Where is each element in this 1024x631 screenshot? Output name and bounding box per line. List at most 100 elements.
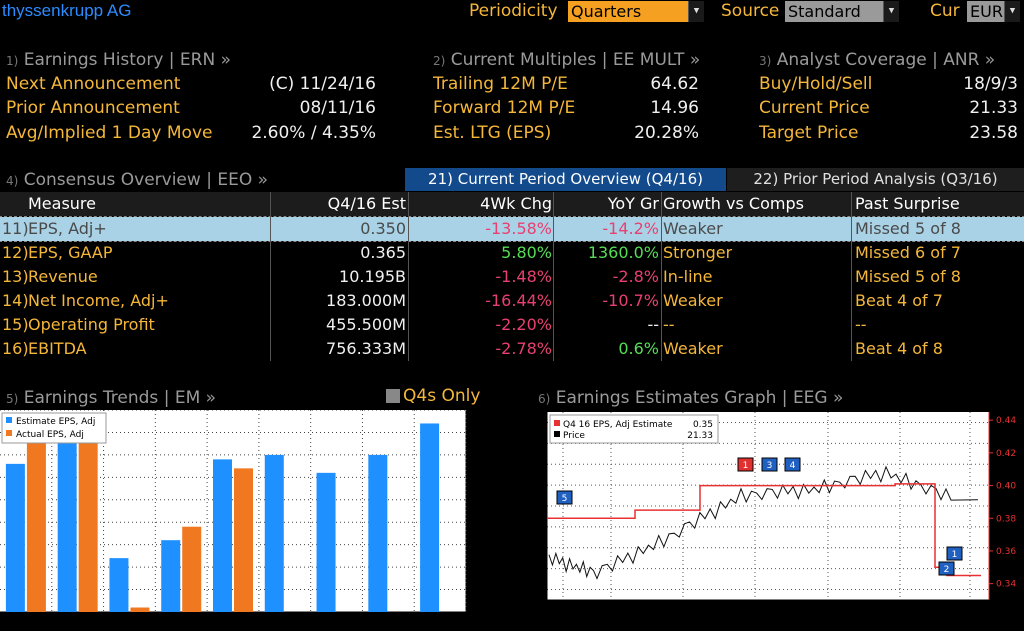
row-4wk-chg: -1.48% [495, 267, 552, 286]
row-estimate: 0.365 [360, 243, 406, 262]
periodicity-dropdown-icon[interactable]: ▼ [688, 1, 704, 22]
source-select[interactable]: Standard [785, 1, 883, 22]
tab-prior-period[interactable]: 22) Prior Period Analysis (Q3/16) [727, 168, 1024, 191]
y-tick-label: 0.25 [474, 497, 494, 507]
table-row[interactable]: 16) EBITDA 756.333M -2.78% 0.6% Weaker Beat 4 … [0, 337, 1024, 361]
row-past-surprise: Missed 5 of 8 [855, 219, 961, 238]
event-marker[interactable]: 5 [556, 490, 573, 505]
legend-label-price: Price [563, 431, 585, 441]
legend-swatch-price [554, 431, 560, 437]
y-tick-label: 0.15 [474, 542, 494, 552]
event-marker[interactable]: 4 [784, 457, 801, 472]
avg-move-label: Avg/Implied 1 Day Move [6, 123, 213, 143]
tab-current-period[interactable]: 21) Current Period Overview (Q4/16) [405, 168, 726, 191]
header-yoy-gr[interactable]: YoY Gr [607, 194, 659, 213]
currency-dropdown-icon[interactable]: ▼ [1004, 1, 1020, 22]
next-announcement-label: Next Announcement [6, 74, 181, 94]
currency-label: Cur [930, 1, 960, 21]
periodicity-select[interactable]: Quarters [568, 1, 688, 22]
source-label: Source [721, 1, 780, 21]
bar-actual [78, 432, 98, 612]
event-marker-label: 4 [790, 461, 796, 471]
bar-actual [26, 441, 46, 612]
header-4wk-chg[interactable]: 4Wk Chg [480, 194, 552, 213]
earnings-history-title[interactable]: 1) Earnings History | ERN » [6, 50, 376, 72]
next-announcement-value: (C) 11/24/16 [269, 74, 376, 94]
earnings-trends-title[interactable]: 5) Earnings Trends | EM » [6, 388, 216, 408]
row-growth-vs-comps: Weaker [663, 291, 723, 310]
event-marker[interactable]: 3 [761, 457, 778, 472]
earnings-graph-title[interactable]: 6) Earnings Estimates Graph | EEG » [538, 388, 843, 408]
q4s-only-label[interactable]: Q4s Only [403, 386, 481, 406]
event-marker-label: 3 [767, 461, 773, 471]
section-title-text: Earnings Estimates Graph | EEG » [555, 388, 844, 408]
earnings-estimates-chart: 17.00 18.00 19.00 20.00 21.00 22.00 23.00 24.00… [518, 412, 1016, 627]
event-marker-box [938, 561, 955, 576]
analyst-coverage-title[interactable]: 3) Analyst Coverage | ANR » [759, 50, 1018, 72]
bar-estimate [316, 472, 336, 612]
row-measure: Revenue [28, 267, 98, 286]
legend-value-price: 21.33 [687, 431, 713, 441]
current-multiples-title[interactable]: 2) Current Multiples | EE MULT » [433, 50, 700, 72]
table-row[interactable]: 11) EPS, Adj+ 0.350 -13.58% -14.2% Weaker Miss… [0, 216, 1024, 242]
bar-estimate [264, 454, 284, 612]
event-marker-label: 2 [944, 565, 950, 575]
section-title-text: Earnings Trends | EM » [23, 388, 217, 408]
header-growth-vs-comps[interactable]: Growth vs Comps [663, 194, 804, 213]
table-row[interactable]: 14) Net Income, Adj+ 183.000M -16.44% -10.7%… [0, 289, 1024, 313]
q4s-only-checkbox[interactable] [386, 389, 400, 403]
y-left-tick-label: 17.00 [518, 586, 544, 596]
header-past-surprise[interactable]: Past Surprise [855, 194, 960, 213]
legend-label-estimate: Estimate EPS, Adj [16, 417, 95, 427]
table-row[interactable]: 15) Operating Profit 455.500M -2.20% -- -- -- [0, 313, 1024, 337]
row-yoy-gr: -10.7% [602, 291, 659, 310]
row-number: 13) [2, 267, 29, 286]
header-estimate[interactable]: Q4/16 Est [327, 194, 406, 213]
price-line [548, 465, 979, 580]
consensus-overview-title[interactable]: 4) Consensus Overview | EEO » [6, 170, 268, 190]
x-tick-label: Q3 '16 [218, 617, 248, 627]
event-marker-box [946, 546, 963, 561]
x-tick-label: May [554, 605, 573, 615]
bar-estimate [57, 432, 77, 612]
event-marker-label: 5 [562, 494, 568, 504]
bar-actual [234, 468, 253, 612]
currency-select[interactable]: EUR [967, 1, 1004, 22]
x-tick-label: Q4 '15 [63, 617, 93, 627]
y-tick-label: 0.30 [474, 474, 494, 484]
y-left-tick-label: 20.00 [518, 523, 544, 533]
x-tick-label: Oct [892, 605, 908, 615]
bar-estimate [5, 463, 25, 612]
y-left-tick-label: 22.00 [518, 481, 544, 491]
y-tick-label: 0.45 [474, 410, 494, 417]
event-marker[interactable]: 2 [938, 561, 955, 576]
legend-label-actual: Actual EPS, Adj [16, 430, 84, 440]
section-title-text: Earnings History | ERN » [23, 50, 231, 70]
row-number: 12) [2, 243, 29, 262]
forward-pe-label: Forward 12M P/E [433, 98, 576, 118]
row-4wk-chg: 5.80% [501, 243, 552, 262]
legend-label-estimate: Q4 16 EPS, Adj Estimate [563, 420, 673, 430]
header-measure[interactable]: Measure [28, 194, 96, 213]
row-past-surprise: -- [855, 315, 867, 334]
y-left-tick-label: 24.00 [518, 439, 544, 449]
event-marker[interactable]: 1 [737, 457, 754, 472]
row-measure: Net Income, Adj+ [28, 291, 169, 310]
event-marker[interactable]: 1 [946, 546, 963, 561]
row-yoy-gr: 1360.0% [587, 243, 659, 262]
source-dropdown-icon[interactable]: ▼ [883, 1, 899, 22]
row-growth-vs-comps: Weaker [663, 339, 723, 358]
buy-hold-sell-label: Buy/Hold/Sell [759, 74, 873, 94]
company-name[interactable]: thyssenkrupp AG [2, 1, 132, 20]
est-ltg-value: 20.28% [634, 123, 699, 143]
x-tick-label: Nov [961, 605, 979, 615]
bar-estimate [109, 558, 129, 612]
table-row[interactable]: 12) EPS, GAAP 0.365 5.80% 1360.0% Stronger Mis… [0, 241, 1024, 265]
forward-pe-value: 14.96 [650, 98, 699, 118]
section-number: 2) [433, 54, 446, 68]
table-row[interactable]: 13) Revenue 10.195B -1.48% -2.8% In-line Misse… [0, 265, 1024, 289]
row-measure: Operating Profit [28, 315, 155, 334]
row-measure: EBITDA [28, 339, 87, 358]
x-tick-label: Q2 '16 [166, 617, 196, 627]
target-price-value: 23.58 [969, 123, 1018, 143]
